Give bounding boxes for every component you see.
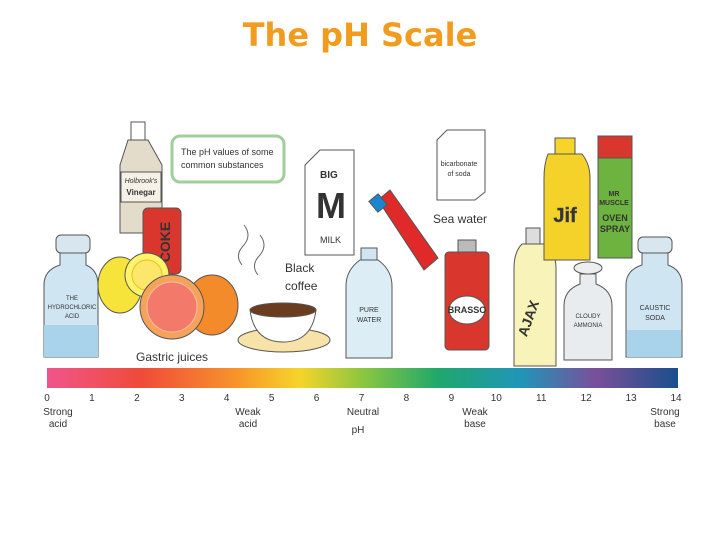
jif-bottle: Jif: [543, 137, 591, 261]
bicarbonate-box-part: of soda: [448, 171, 471, 178]
weak-base-label: Weak: [462, 407, 488, 418]
acid-bottle-part: [44, 325, 98, 357]
acid-bottle: THE HYDROCHLORIC ACID: [43, 234, 99, 358]
bicarbonate-box-part: bicarbonate: [441, 161, 478, 168]
coffee-cup: Black coffee: [237, 224, 331, 353]
mr-muscle-spray-part: [597, 135, 633, 159]
gastric-label: Gastric juices: [136, 350, 208, 364]
vinegar-bottle-part: [120, 171, 162, 203]
ph-tick-label: 9: [449, 393, 455, 404]
ammonia-bottle-part: AMMONIA: [574, 323, 603, 329]
strong-base-label: base: [654, 419, 676, 430]
toothpaste-part: [368, 193, 388, 213]
vinegar-bottle-part: Vinegar: [126, 188, 155, 197]
jif-bottle-part: [543, 153, 591, 261]
ph-tick-label: 2: [134, 393, 140, 404]
sea-water-label: Sea water: [433, 212, 487, 226]
mr-muscle-spray-part: OVEN: [602, 213, 628, 223]
caustic-bottle: CAUSTIC SODA: [625, 236, 683, 358]
callout-box-part: common substances: [181, 160, 264, 170]
water-bottle-part: PURE: [359, 307, 379, 314]
caustic-bottle-part: SODA: [645, 315, 665, 322]
ph-tick-label: 5: [269, 393, 275, 404]
mr-muscle-spray-part: MR: [609, 191, 620, 198]
ph-tick-label: 6: [314, 393, 320, 404]
coffee-cup-part: [238, 224, 265, 276]
acid-bottle-part: THE: [66, 296, 78, 302]
neutral-label: Neutral: [347, 407, 379, 418]
ph-tick-label: 4: [224, 393, 230, 404]
ammonia-bottle-part: CLOUDY: [575, 314, 600, 320]
weak-acid-label: acid: [239, 419, 257, 430]
milk-carton: BIG M MILK: [304, 149, 355, 256]
ph-tick-label: 13: [626, 393, 638, 404]
coke-can-part: COKE: [157, 222, 173, 262]
ph-color-bar: [47, 368, 678, 388]
mr-muscle-spray-part: MUSCLE: [599, 200, 629, 207]
weak-acid-label: Weak: [235, 407, 261, 418]
milk-carton-part: BIG: [320, 170, 338, 181]
bicarbonate-box-part: [436, 129, 486, 201]
milk-carton-part: [304, 149, 355, 256]
grapefruit: [139, 274, 239, 340]
lemon: [97, 252, 170, 314]
caustic-bottle-part: CAUSTIC: [640, 305, 671, 312]
brasso-can-part: [448, 295, 486, 325]
caustic-bottle-part: [627, 330, 681, 357]
coffee-cup-part: Black: [285, 261, 315, 275]
strong-acid-label: acid: [49, 419, 67, 430]
coffee-cup-part: [249, 309, 317, 343]
water-bottle-part: [345, 259, 393, 359]
ph-tick-label: 8: [404, 393, 410, 404]
jif-bottle-part: Jif: [553, 205, 577, 227]
ph-tick-label: 10: [491, 393, 503, 404]
strong-acid-label: Strong: [43, 407, 72, 418]
ph-label: pH: [352, 425, 365, 436]
callout-box-part: The pH values of some: [181, 147, 274, 157]
ph-tick-label: 14: [670, 393, 682, 404]
ajax-bottle-part: [525, 227, 541, 245]
water-bottle: PURE WATER: [345, 247, 393, 359]
strong-base-label: Strong: [650, 407, 679, 418]
brasso-can-part: [457, 239, 477, 253]
ph-tick-label: 1: [89, 393, 95, 404]
jif-bottle-part: [554, 137, 576, 155]
callout-box: The pH values of some common substances: [170, 134, 286, 184]
acid-bottle-part: ACID: [65, 314, 80, 320]
vinegar-bottle-part: Holbrook's: [125, 178, 158, 185]
ph-ticks: 0 1 2 3 4 5 6 7 8 9 10 11 12 13 14: [44, 393, 682, 404]
milk-carton-part: MILK: [320, 235, 341, 245]
ph-tick-label: 3: [179, 393, 185, 404]
title: The pH Scale: [243, 16, 478, 54]
callout-box-part: [170, 134, 286, 184]
mr-muscle-spray-part: [597, 157, 633, 259]
ph-tick-label: 11: [536, 393, 547, 404]
toothpaste: [368, 189, 439, 271]
brasso-can-part: BRASSO: [448, 305, 487, 315]
water-bottle-part: [360, 247, 378, 261]
brasso-can: BRASSO: [444, 239, 490, 351]
coffee-cup-part: coffee: [285, 279, 318, 293]
bicarbonate-box: bicarbonate of soda: [436, 129, 486, 201]
vinegar-bottle-part: [130, 121, 146, 141]
mr-muscle-spray: MR MUSCLE OVEN SPRAY: [597, 135, 633, 259]
ph-tick-label: 7: [359, 393, 365, 404]
ammonia-bottle: CLOUDY AMMONIA: [563, 261, 613, 361]
coffee-cup-part: [249, 302, 317, 318]
caustic-bottle-part: [637, 236, 673, 254]
weak-base-label: base: [464, 419, 486, 430]
mr-muscle-spray-part: SPRAY: [600, 224, 630, 234]
grapefruit-part: [146, 281, 198, 333]
ammonia-bottle-part: [573, 261, 603, 275]
acid-bottle-part: HYDROCHLORIC: [48, 305, 97, 311]
water-bottle-part: WATER: [357, 317, 382, 324]
milk-carton-part: M: [316, 185, 346, 226]
ph-tick-label: 0: [44, 393, 50, 404]
acid-bottle-part: [55, 234, 91, 254]
scale-labels: Strong acid Weak acid Neutral pH Weak ba…: [43, 407, 679, 436]
ammonia-bottle-part: [563, 273, 613, 361]
ph-tick-label: 12: [581, 393, 593, 404]
toothpaste-part: [377, 189, 439, 271]
